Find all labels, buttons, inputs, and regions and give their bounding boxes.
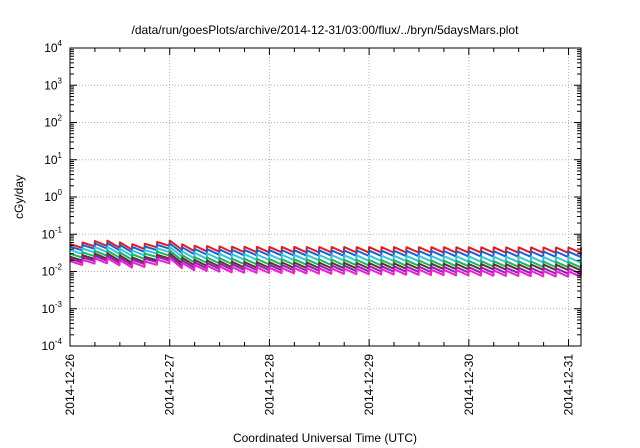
x-axis-title: Coordinated Universal Time (UTC)	[233, 431, 417, 445]
y-tick-exponent: -2	[55, 263, 63, 272]
x-tick-label: 2014-12-29	[362, 354, 376, 416]
y-tick-base: 10	[44, 41, 58, 55]
y-tick-label: 103	[44, 76, 62, 92]
series-line-7	[69, 257, 582, 278]
y-tick-base: 10	[44, 190, 58, 204]
y-tick-exponent: -1	[55, 225, 63, 234]
y-tick-label: 102	[44, 114, 62, 130]
y-tick-exponent: 2	[58, 114, 63, 123]
y-tick-label: 101	[44, 151, 62, 167]
y-tick-label: 100	[44, 188, 62, 204]
y-tick-base: 10	[44, 153, 58, 167]
y-tick-base: 10	[44, 116, 58, 130]
series-group	[69, 239, 582, 278]
y-tick-label: 10-1	[42, 225, 63, 241]
chart-title: /data/run/goesPlots/archive/2014-12-31/0…	[132, 23, 520, 37]
y-tick-exponent: 0	[58, 188, 63, 197]
y-tick-label: 10-3	[42, 300, 63, 316]
x-tick-labels: 2014-12-26 2014-12-27 2014-12-28 2014-12-29…	[63, 354, 576, 416]
y-tick-base: 10	[42, 302, 56, 316]
y-tick-exponent: 4	[58, 39, 63, 48]
x-tick-label: 2014-12-28	[262, 354, 276, 416]
x-tick-label: 2014-12-30	[462, 354, 476, 416]
y-tick-exponent: -3	[55, 300, 63, 309]
x-tick-label: 2014-12-26	[63, 354, 77, 416]
y-tick-label: 104	[44, 39, 62, 55]
x-tick-label: 2014-12-31	[562, 354, 576, 416]
y-tick-base: 10	[44, 78, 58, 92]
y-tick-label: 10-2	[42, 263, 63, 279]
y-tick-exponent: 1	[58, 151, 63, 160]
y-axis-title: cGy/day	[12, 175, 26, 219]
y-tick-base: 10	[42, 227, 56, 241]
y-tick-exponent: 3	[58, 76, 63, 85]
y-tick-label: 10-4	[42, 337, 63, 353]
grid	[70, 48, 581, 346]
axis-ticks	[69, 47, 581, 347]
y-tick-base: 10	[42, 265, 56, 279]
y-tick-exponent: -4	[55, 337, 63, 346]
y-tick-base: 10	[42, 339, 56, 353]
x-tick-label: 2014-12-27	[163, 354, 177, 416]
